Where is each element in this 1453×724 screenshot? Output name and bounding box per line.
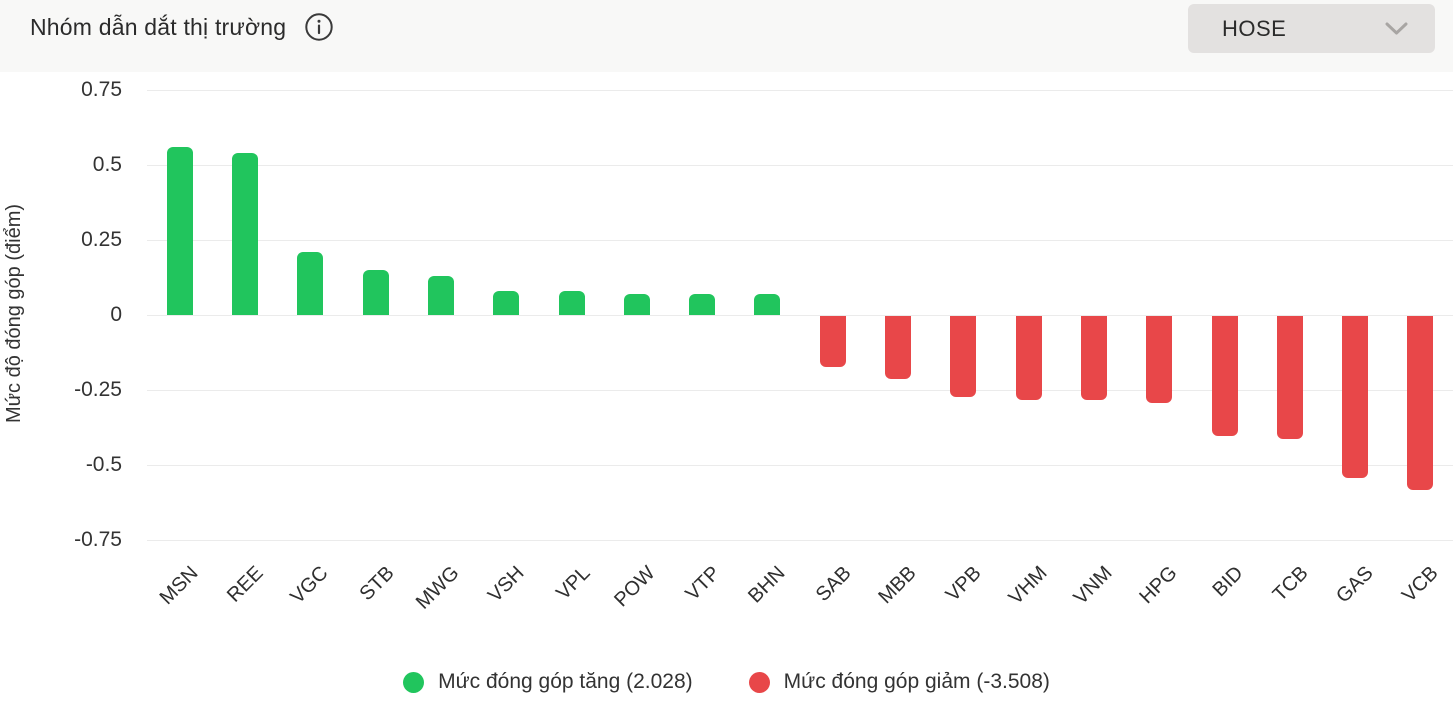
page-title: Nhóm dẫn dắt thị trường — [30, 13, 287, 40]
bar-MWG[interactable] — [427, 276, 454, 315]
x-tick-label-VPL: VPL — [551, 562, 595, 605]
bar-BID[interactable] — [1211, 316, 1238, 436]
legend-label: Mức đóng góp tăng (2.028) — [438, 670, 693, 693]
y-tick-label: 0 — [110, 303, 122, 326]
title-wrap: Nhóm dẫn dắt thị trường — [30, 12, 334, 42]
gridline — [147, 165, 1453, 166]
gridline — [147, 540, 1453, 541]
gridline — [147, 465, 1453, 466]
x-tick-label-VHM: VHM — [1004, 562, 1052, 609]
bar-VHM[interactable] — [1015, 316, 1042, 400]
y-tick-label: -0.75 — [74, 528, 122, 551]
bar-TCB[interactable] — [1276, 316, 1303, 439]
y-tick-label: -0.25 — [74, 378, 122, 401]
bar-GAS[interactable] — [1342, 316, 1368, 478]
x-tick-label-VCB: VCB — [1398, 562, 1443, 607]
gridline — [147, 315, 1453, 316]
x-tick-label-VSH: VSH — [484, 562, 529, 607]
x-tick-label-REE: REE — [222, 562, 268, 607]
widget-header: Nhóm dẫn dắt thị trường HOSE — [0, 0, 1453, 72]
gridline — [147, 90, 1453, 91]
x-tick-label-VNM: VNM — [1069, 562, 1117, 609]
legend-item-decrease[interactable]: Mức đóng góp giảm (-3.508) — [748, 670, 1050, 694]
bar-REE[interactable] — [231, 153, 258, 315]
exchange-dropdown-value: HOSE — [1222, 15, 1287, 41]
x-tick-label-BID: BID — [1207, 562, 1248, 602]
chart-legend: Mức đóng góp tăng (2.028) Mức đóng góp gi… — [0, 670, 1453, 694]
y-tick-label: -0.5 — [85, 453, 122, 476]
bar-VGC[interactable] — [297, 252, 324, 315]
gridline — [147, 240, 1453, 241]
bar-VSH[interactable] — [493, 291, 520, 315]
x-tick-label-BHN: BHN — [744, 562, 790, 608]
x-tick-label-STB: STB — [354, 562, 399, 606]
bar-POW[interactable] — [623, 294, 650, 315]
x-tick-label-SAB: SAB — [811, 562, 856, 606]
bar-VNM[interactable] — [1080, 316, 1107, 400]
bar-SAB[interactable] — [819, 316, 846, 367]
exchange-dropdown[interactable]: HOSE — [1188, 4, 1435, 53]
x-tick-label-VTP: VTP — [681, 562, 725, 606]
bar-MSN[interactable] — [166, 147, 193, 315]
x-tick-label-MSN: MSN — [155, 562, 203, 609]
x-tick-label-MBB: MBB — [874, 562, 921, 609]
bar-VTP[interactable] — [689, 294, 715, 315]
legend-dot-decrease — [748, 671, 770, 693]
y-tick-label: 0.75 — [81, 78, 122, 101]
bar-VPL[interactable] — [558, 291, 585, 315]
bar-VPB[interactable] — [950, 316, 977, 397]
legend-label: Mức đóng góp giảm (-3.508) — [783, 670, 1050, 693]
y-tick-label: 0.5 — [92, 153, 122, 176]
bar-MBB[interactable] — [884, 316, 911, 379]
x-tick-label-VPB: VPB — [941, 562, 986, 606]
x-tick-label-GAS: GAS — [1332, 562, 1378, 608]
bar-VCB[interactable] — [1407, 316, 1434, 490]
x-tick-label-VGC: VGC — [286, 562, 333, 609]
gridline — [147, 390, 1453, 391]
y-tick-label: 0.25 — [81, 228, 122, 251]
x-tick-label-MWG: MWG — [411, 562, 464, 614]
bar-BHN[interactable] — [754, 294, 781, 315]
x-tick-label-POW: POW — [610, 562, 660, 612]
info-icon[interactable] — [304, 12, 334, 42]
bar-HPG[interactable] — [1146, 316, 1173, 403]
bar-STB[interactable] — [362, 270, 389, 315]
x-tick-label-TCB: TCB — [1268, 562, 1313, 606]
legend-item-increase[interactable]: Mức đóng góp tăng (2.028) — [403, 670, 693, 694]
legend-dot-increase — [403, 671, 425, 693]
x-tick-label-HPG: HPG — [1135, 562, 1182, 609]
chevron-down-icon — [1384, 21, 1409, 36]
